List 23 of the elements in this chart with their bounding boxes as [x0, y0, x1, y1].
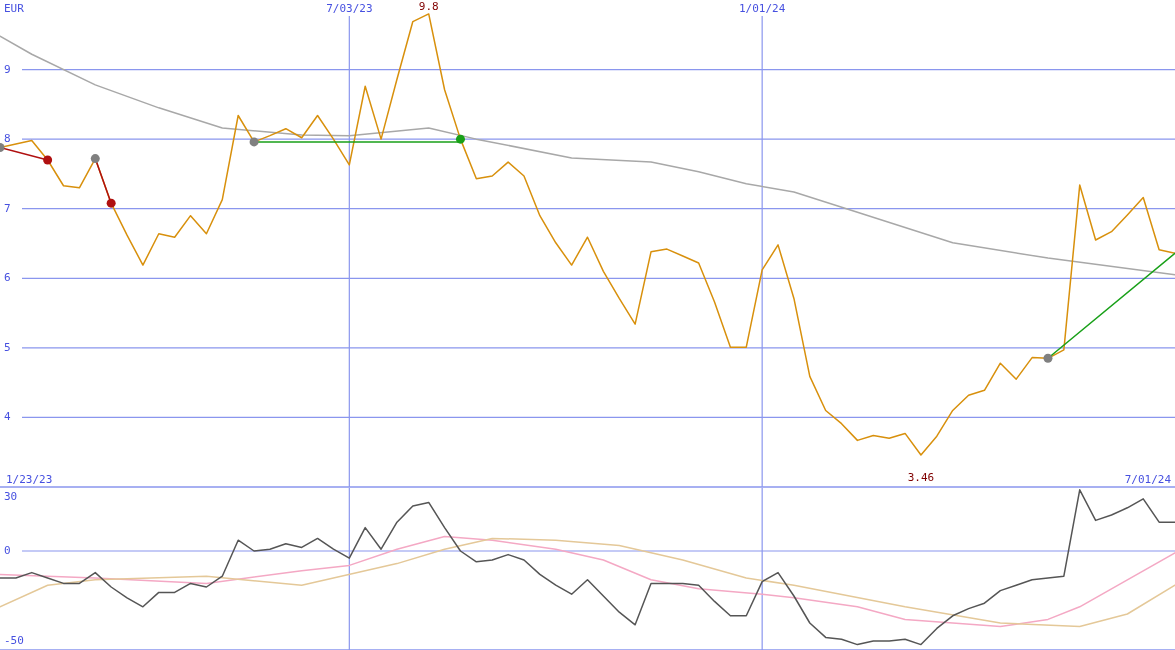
point	[90, 154, 100, 164]
y-tick-label: 0	[4, 544, 11, 557]
y-tick-label: -50	[4, 634, 24, 647]
y-tick-label: 9	[4, 62, 11, 76]
annotation: 3.46	[907, 471, 935, 484]
point	[43, 155, 53, 165]
y-tick-label: 30	[4, 490, 18, 503]
point	[106, 198, 116, 208]
y-tick-label: 6	[4, 271, 11, 285]
annotation: 7/01/24	[1124, 473, 1172, 486]
y-tick-label: 8	[4, 132, 11, 146]
point	[455, 134, 465, 144]
y-tick-label: 7	[4, 201, 11, 215]
x-tick-label: 7/03/23	[326, 2, 373, 15]
annotation: 1/23/23	[6, 473, 53, 486]
y-tick-label: 4	[4, 410, 11, 424]
y-axis-title: EUR	[4, 2, 25, 15]
line-series	[0, 489, 1175, 646]
annotation: 9.8	[418, 0, 439, 13]
point	[249, 137, 259, 147]
x-tick-label: 1/01/24	[738, 2, 786, 15]
point	[1043, 353, 1053, 363]
y-tick-label: 5	[4, 340, 11, 354]
